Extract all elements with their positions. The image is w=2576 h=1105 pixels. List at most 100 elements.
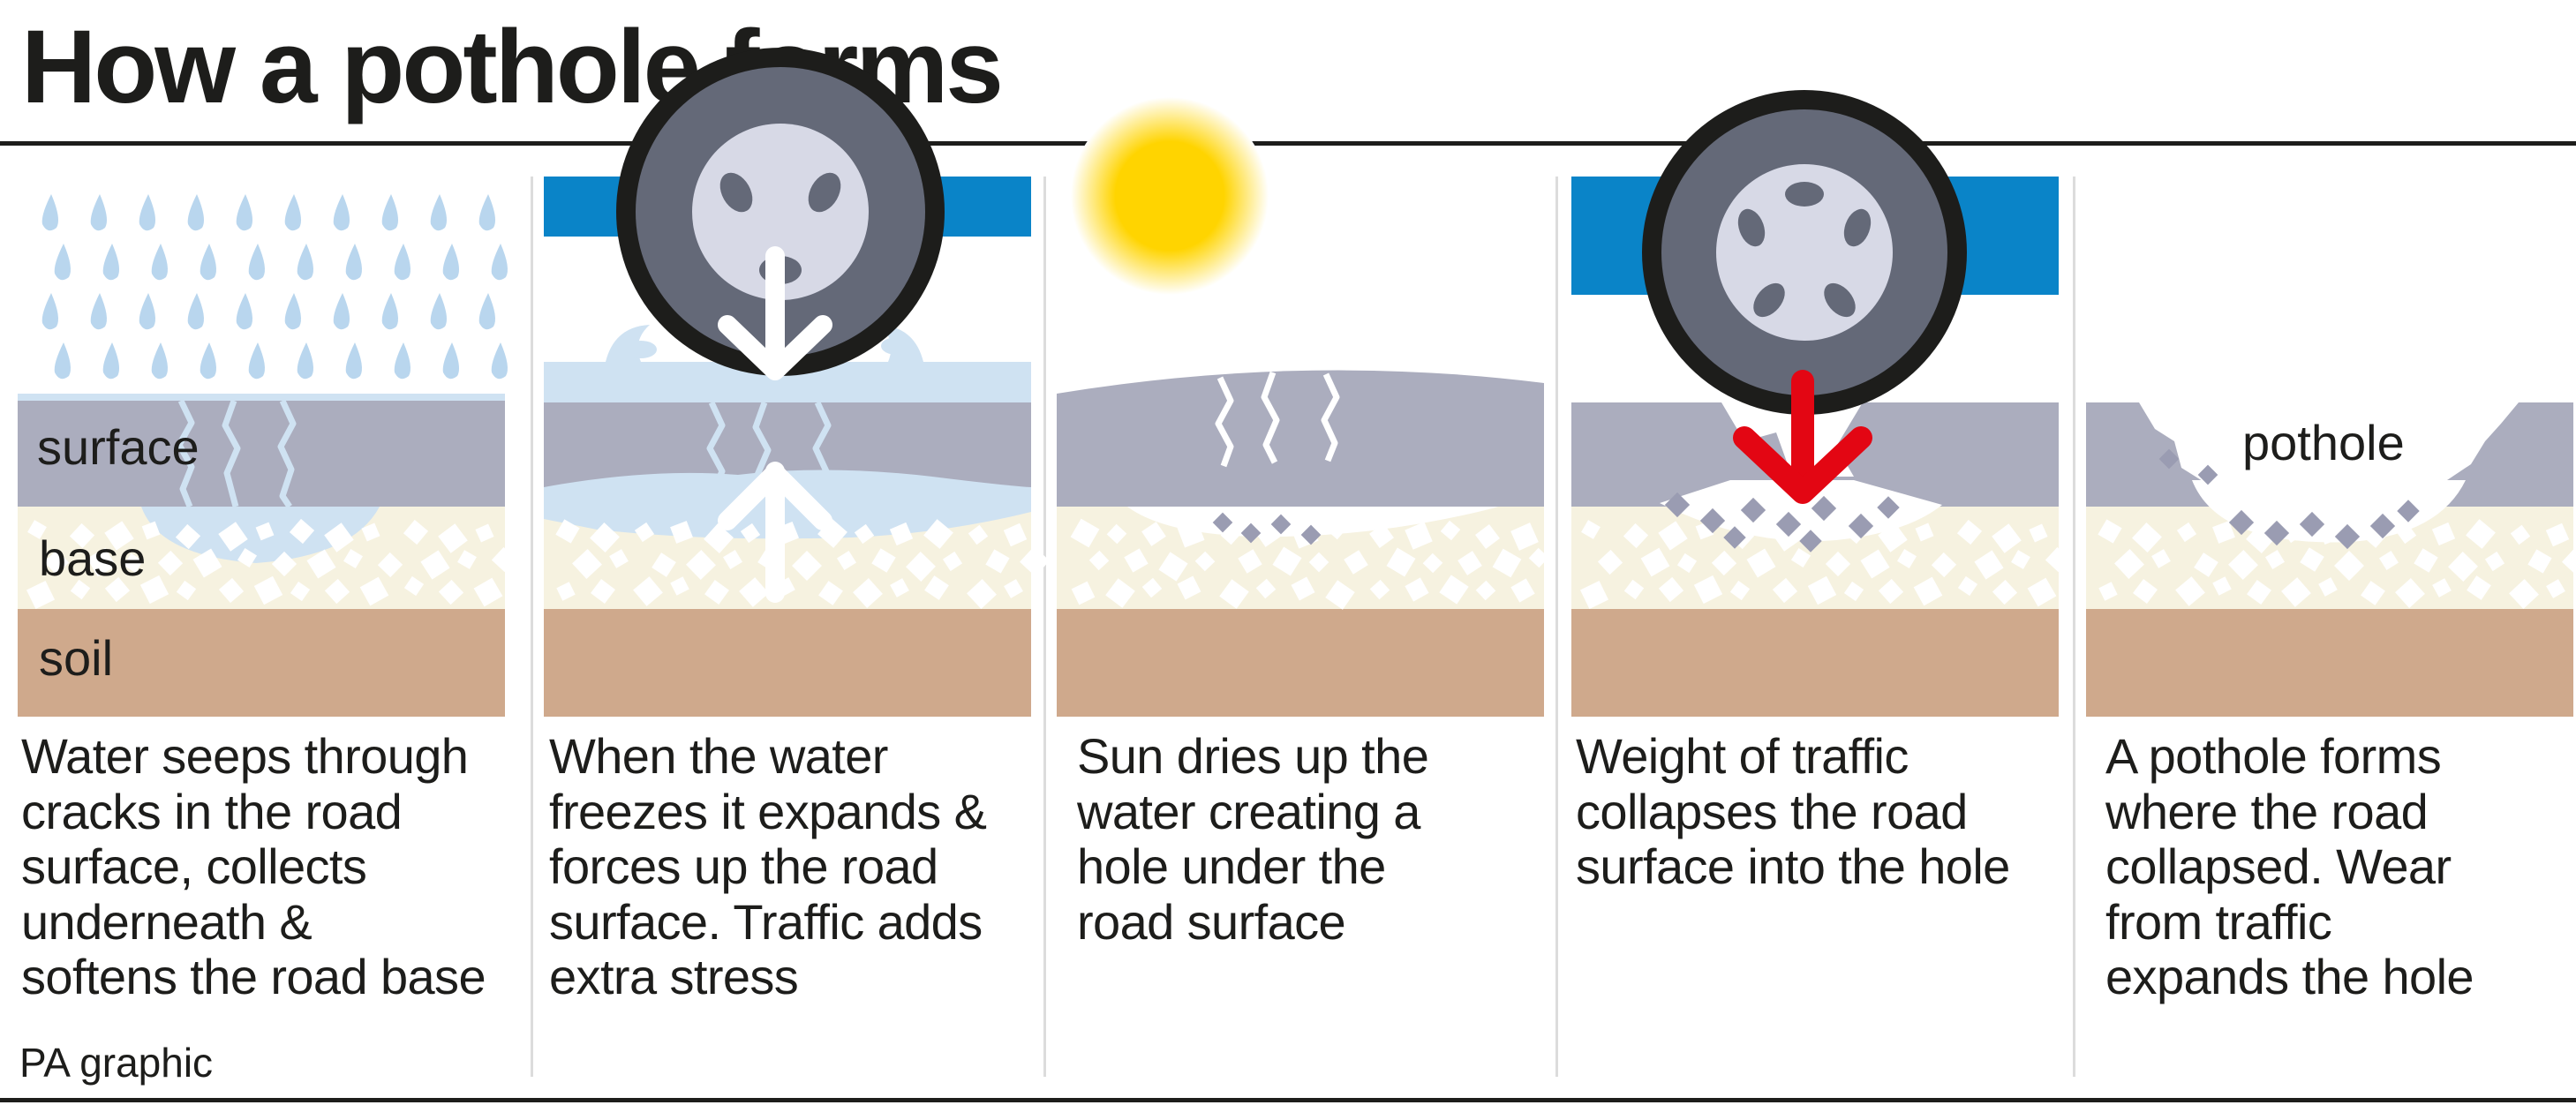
aggregate-stone xyxy=(2318,577,2338,597)
aggregate-stone xyxy=(1623,522,1649,549)
aggregate-stone xyxy=(1772,577,1798,604)
aggregate-stone xyxy=(890,578,909,598)
aggregate-stone xyxy=(1326,519,1347,540)
aggregate-stone xyxy=(157,550,184,576)
aggregate-stone xyxy=(590,522,620,552)
aggregate-stone xyxy=(2282,522,2303,544)
tyre-icon xyxy=(1642,90,1967,415)
aggregate-stone xyxy=(361,522,380,542)
aggregate-stone xyxy=(1528,547,1549,568)
aggregate-stone xyxy=(26,580,56,610)
pothole-debris xyxy=(2158,448,2420,550)
aggregate-stone xyxy=(255,522,275,541)
raindrop-icon xyxy=(236,194,252,231)
aggregate-stone xyxy=(818,581,843,605)
cracks xyxy=(176,399,297,508)
aggregate-stone xyxy=(1913,576,1943,606)
raindrop-icon xyxy=(297,342,313,380)
surface-layer-label: surface xyxy=(37,419,200,475)
aggregate-stone xyxy=(1422,552,1443,574)
aggregate-stone xyxy=(104,521,134,551)
raindrop-icon xyxy=(478,194,495,231)
aggregate-stone xyxy=(1640,547,1670,577)
aggregate-stone xyxy=(2212,521,2235,544)
step1-illustration xyxy=(18,194,517,717)
aggregate-stone xyxy=(1676,552,1698,574)
aggregate-stone xyxy=(87,547,117,577)
aggregate-stone xyxy=(2317,521,2342,545)
aggregate-stone xyxy=(2212,576,2232,596)
aggregate-stone xyxy=(343,549,363,568)
aggregate-stone xyxy=(1931,552,1957,578)
aggregate-stone xyxy=(2378,550,2399,571)
aggregate-stone xyxy=(1825,551,1851,577)
aggregate-stone xyxy=(2281,577,2311,607)
raindrop-icon xyxy=(41,194,58,231)
aggregate-stone xyxy=(2247,580,2271,605)
base-aggregate xyxy=(26,518,517,610)
aggregate-stone xyxy=(1255,578,1277,599)
footer-rule xyxy=(0,1098,2576,1102)
aggregate-stone xyxy=(2431,522,2456,546)
aggregate-stone xyxy=(2448,552,2478,582)
aggregate-stone xyxy=(906,552,936,582)
aggregate-stone xyxy=(2300,547,2324,572)
aggregate-stone xyxy=(854,523,875,545)
aggregate-stone xyxy=(69,522,95,549)
aggregate-stone xyxy=(306,549,336,579)
raindrop-icon xyxy=(248,342,265,380)
raindrop-icon xyxy=(284,194,301,231)
aggregate-stone xyxy=(2467,575,2491,600)
aggregate-stone xyxy=(1623,579,1645,600)
aggregate-stone xyxy=(704,580,729,605)
raindrop-icon xyxy=(491,244,508,281)
step5-illustration xyxy=(2086,402,2576,717)
soil-layer xyxy=(2086,609,2573,717)
raindrop-icon xyxy=(284,293,301,330)
aggregate-stone xyxy=(70,579,91,600)
aggregate-stone xyxy=(1457,551,1482,575)
aggregate-stone xyxy=(2361,581,2385,605)
aggregate-stone xyxy=(457,550,477,569)
aggregate-stone xyxy=(1272,546,1302,576)
soil-layer xyxy=(18,609,505,717)
soil-layer xyxy=(1057,609,1544,717)
aggregate-stone xyxy=(1141,577,1163,598)
step5-caption: A pothole forms where the road collapsed… xyxy=(2105,728,2474,1004)
base-aggregate xyxy=(2098,518,2576,609)
aggregate-stone xyxy=(1510,522,1539,551)
aggregate-stone xyxy=(1746,548,1776,578)
aggregate-stone xyxy=(924,575,949,600)
aggregate-stone xyxy=(2527,549,2552,574)
aggregate-stone xyxy=(104,576,131,603)
aggregate-stone xyxy=(1194,551,1216,572)
raindrop-icon xyxy=(491,342,508,380)
water-film xyxy=(18,394,505,401)
step3-caption: Sun dries up the water creating a hole u… xyxy=(1077,728,1429,950)
aggregate-stone xyxy=(2510,524,2531,545)
aggregate-stone xyxy=(1658,576,1684,603)
aggregate-stone xyxy=(420,550,450,580)
aggregate-stone xyxy=(475,523,494,543)
raindrop-icon xyxy=(333,194,350,231)
aggregate-stone xyxy=(2432,578,2452,598)
aggregate-stone xyxy=(491,546,517,573)
aggregate-stone xyxy=(1915,522,1934,542)
aggregate-stone xyxy=(1807,575,1837,605)
aggregate-stone xyxy=(176,580,197,601)
aggregate-stone xyxy=(1369,579,1390,600)
base-layer-label: base xyxy=(39,530,147,586)
aggregate-stone xyxy=(1088,550,1110,571)
aggregate-stone xyxy=(377,552,403,578)
aggregate-stone xyxy=(192,548,222,578)
aggregate-stone xyxy=(1897,549,1917,568)
raindrop-icon xyxy=(200,342,216,380)
aggregate-stone xyxy=(1581,520,1601,539)
aggregate-stone xyxy=(218,522,248,552)
aggregate-stone xyxy=(1004,579,1023,598)
aggregate-stone xyxy=(2132,578,2158,605)
aggregate-stone xyxy=(403,519,429,545)
aggregate-stone xyxy=(1475,580,1496,601)
base-aggregate xyxy=(555,518,1050,609)
aggregate-stone xyxy=(1291,576,1315,601)
